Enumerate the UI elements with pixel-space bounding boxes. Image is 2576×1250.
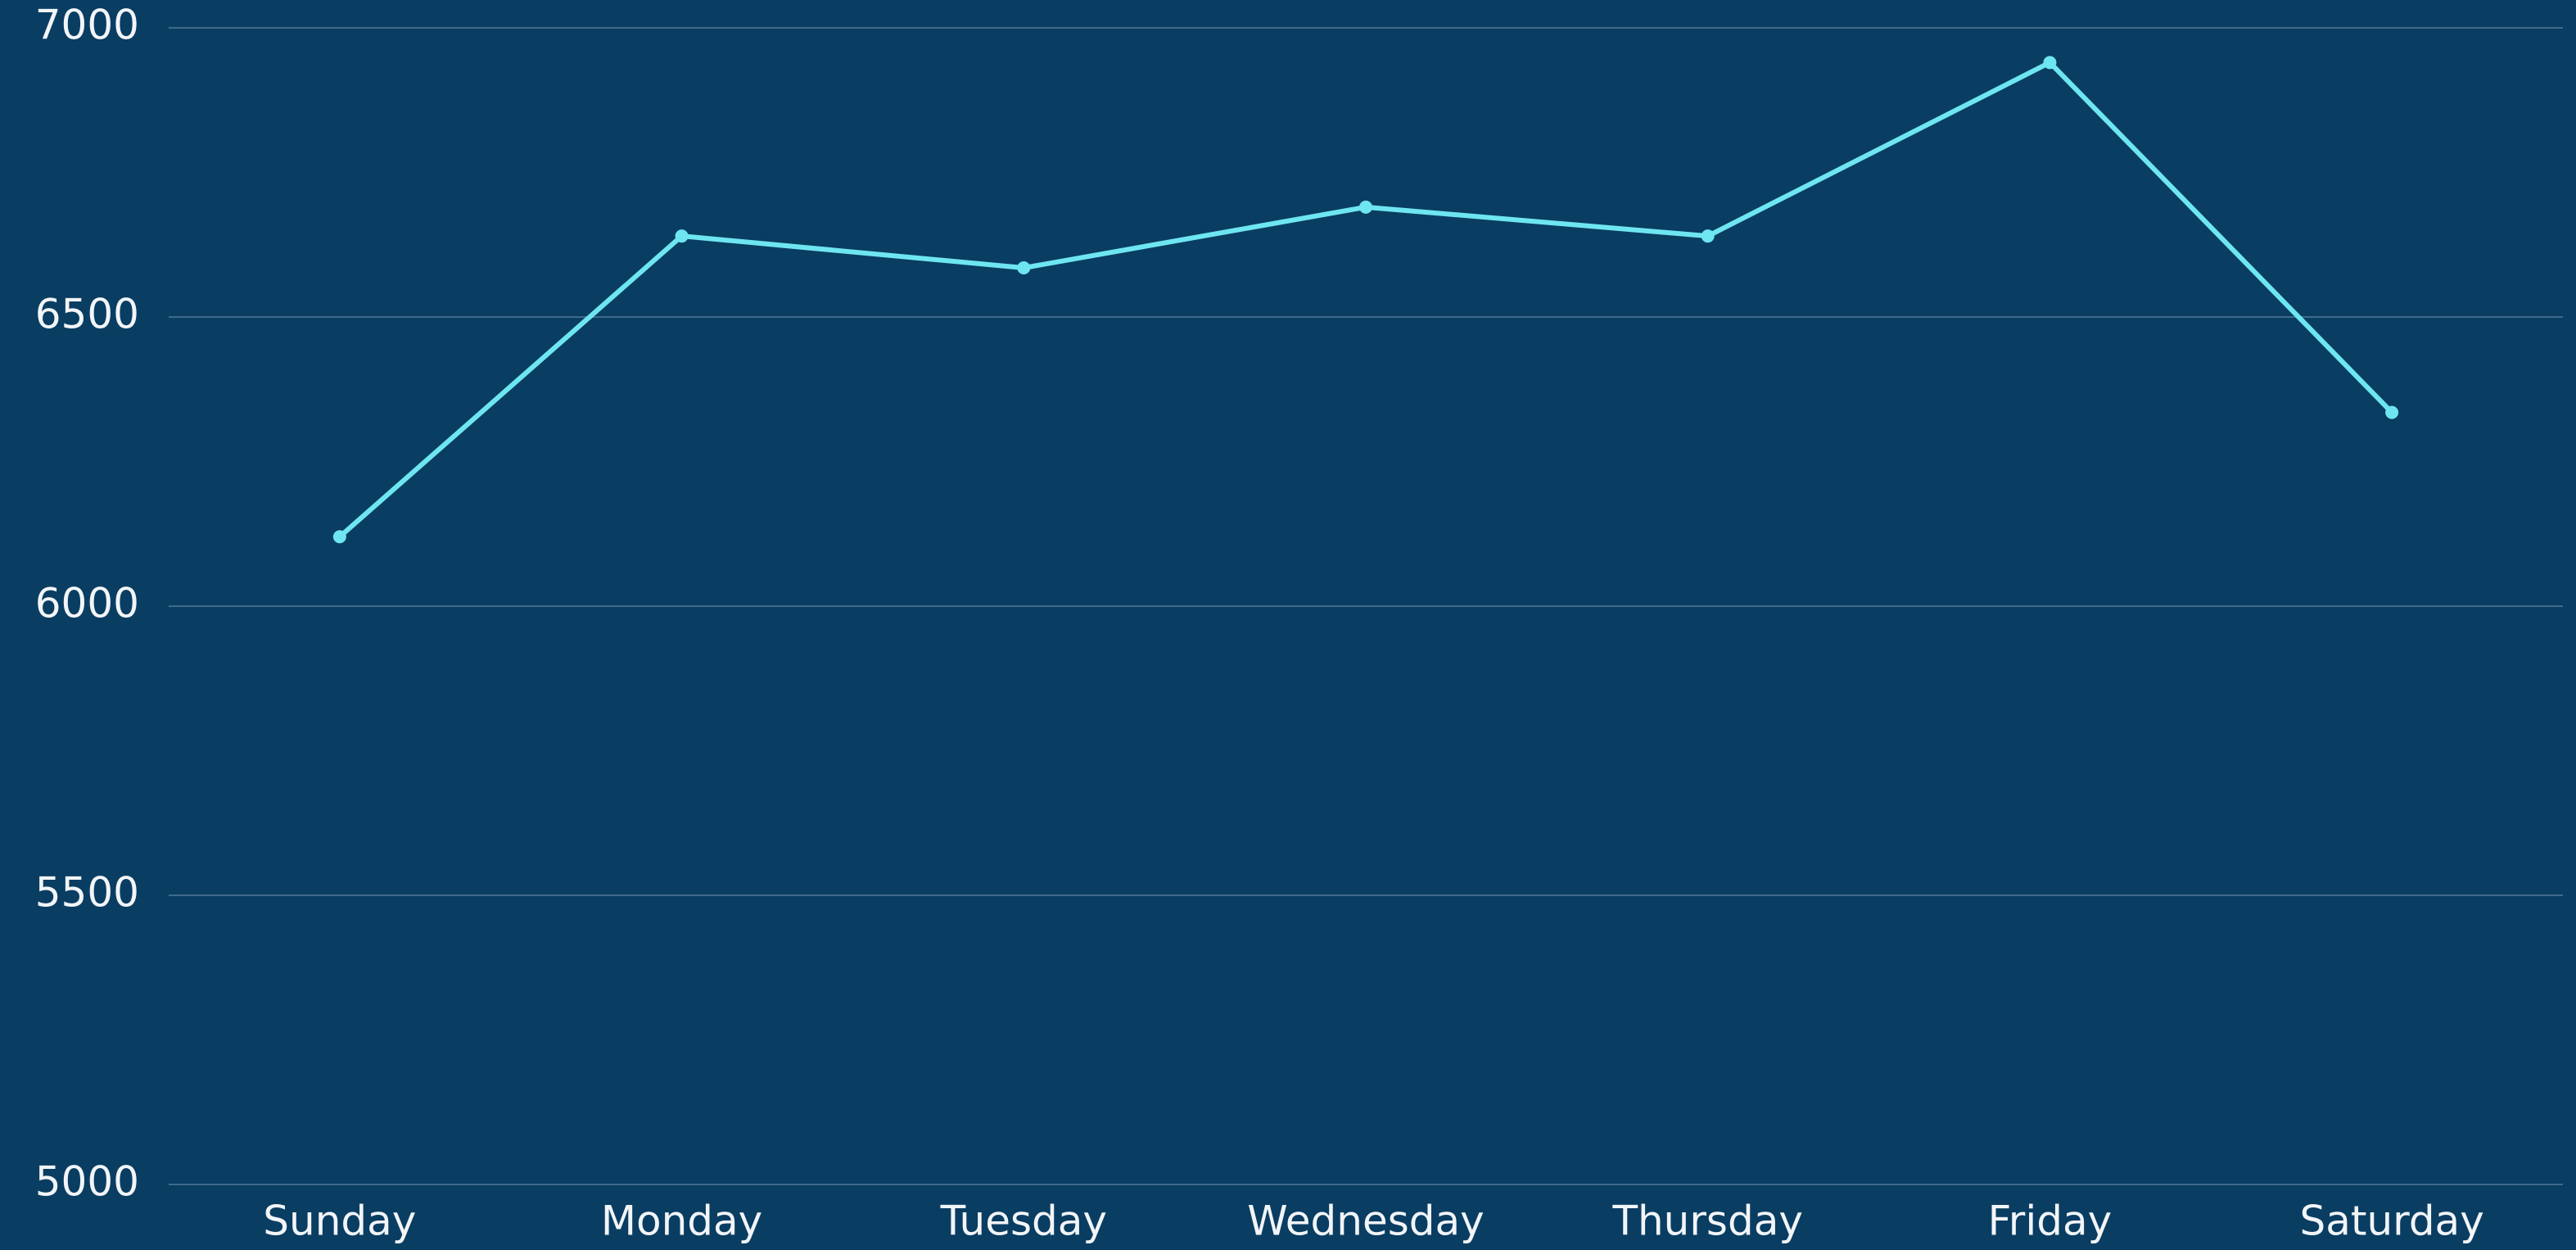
point (1701, 229, 1715, 243)
point (2043, 56, 2057, 70)
x-tick-label: Wednesday (1247, 1198, 1484, 1245)
x-tick-label: Friday (1988, 1198, 2113, 1245)
y-tick-label: 6000 (35, 580, 139, 627)
point (1017, 260, 1031, 274)
point (675, 229, 689, 243)
y-tick-label: 6500 (35, 291, 139, 338)
x-tick-label: Saturday (2299, 1198, 2483, 1245)
x-tick-label: Tuesday (940, 1198, 1107, 1245)
point (332, 530, 346, 544)
x-tick-label: Monday (601, 1198, 762, 1245)
x-tick-label: Sunday (263, 1198, 416, 1245)
point (1359, 200, 1372, 214)
y-tick-label: 5500 (35, 869, 139, 917)
y-tick-label: 7000 (35, 2, 139, 49)
x-tick-label: Thursday (1611, 1198, 1803, 1245)
y-tick-label: 5000 (35, 1158, 139, 1206)
point (2385, 405, 2399, 419)
